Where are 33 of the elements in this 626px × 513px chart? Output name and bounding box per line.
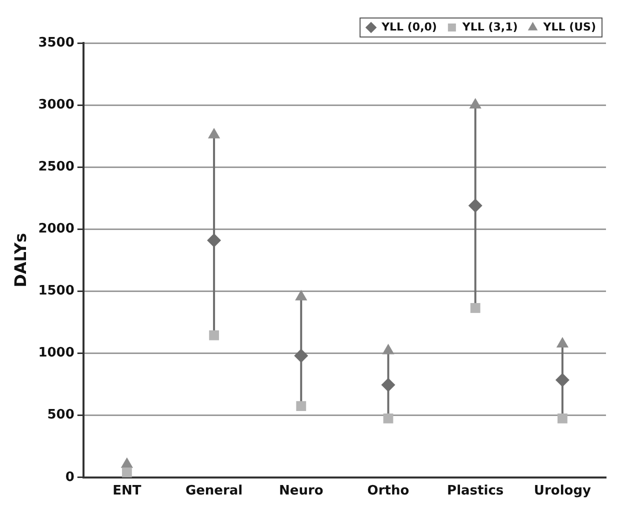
x-tick-label: Ortho — [367, 484, 410, 499]
y-tick-label: 0 — [65, 470, 74, 485]
point — [296, 401, 306, 411]
point — [470, 303, 480, 313]
point — [294, 348, 308, 363]
legend-label: YLL (0,0) — [380, 20, 437, 34]
x-tick-label: Neuro — [278, 484, 324, 499]
point — [209, 330, 219, 340]
point — [208, 128, 220, 138]
legend-label: YLL (US) — [542, 20, 596, 34]
point — [468, 198, 482, 213]
y-tick-label: 500 — [47, 408, 74, 423]
point — [207, 233, 222, 248]
y-tick-label: 1500 — [38, 284, 74, 299]
point — [555, 372, 570, 387]
y-axis-title: DALYs — [10, 232, 30, 288]
y-tick-label: 2500 — [38, 159, 74, 174]
point — [382, 344, 394, 354]
point — [122, 467, 132, 478]
point — [295, 290, 308, 300]
point — [381, 378, 396, 392]
x-tick-label: Plastics — [447, 484, 504, 499]
x-tick-label: ENT — [112, 484, 142, 499]
point — [469, 98, 482, 109]
y-tick-label: 2000 — [38, 222, 74, 237]
y-tick-label: 3500 — [38, 35, 74, 50]
legend-label: YLL (3,1) — [461, 20, 518, 34]
point — [383, 413, 394, 424]
y-tick-label: 3000 — [38, 97, 74, 112]
y-tick-label: 1000 — [38, 346, 74, 361]
x-tick-label: General — [185, 484, 243, 499]
point — [558, 413, 568, 424]
x-tick-label: Urology — [534, 484, 592, 499]
